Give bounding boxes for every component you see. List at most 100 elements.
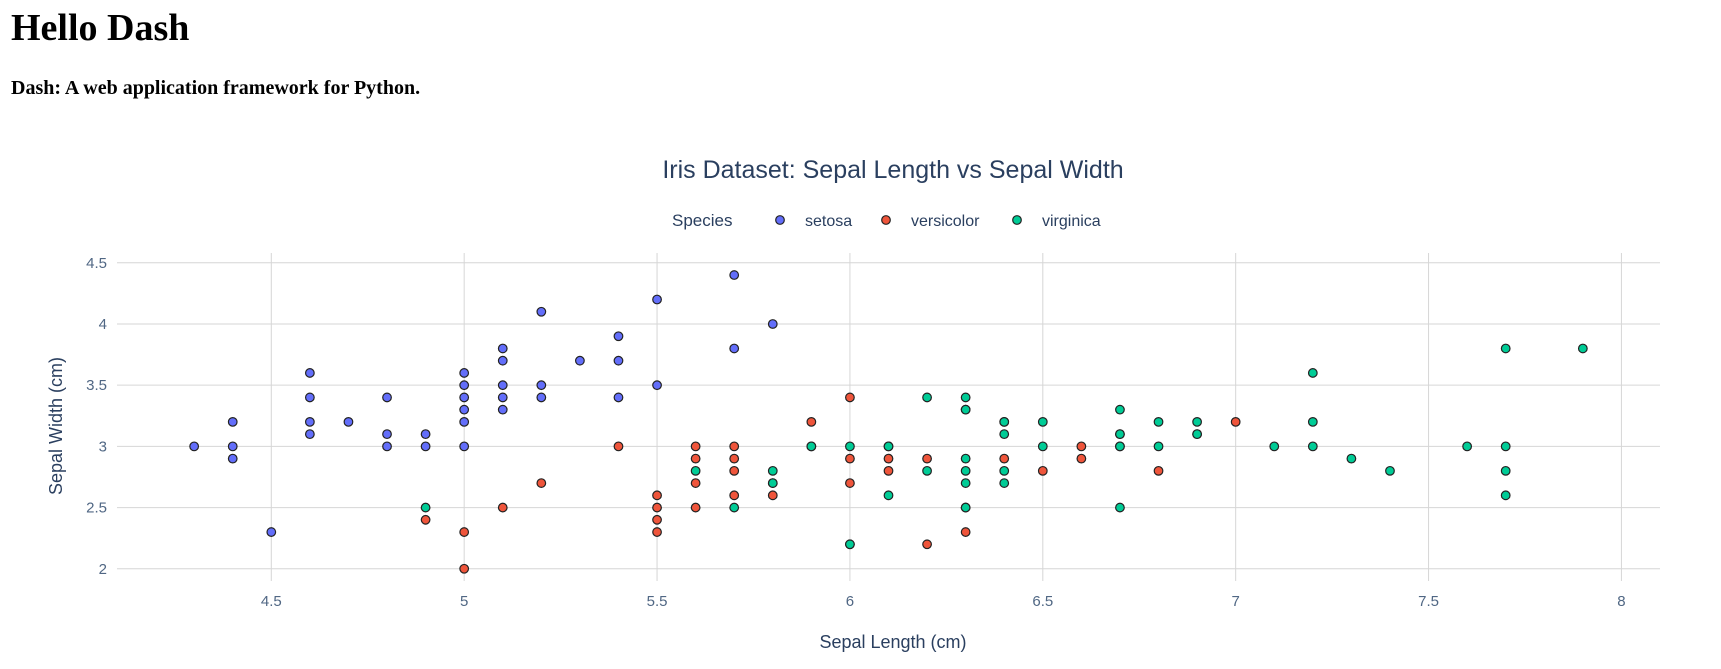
data-point-setosa[interactable] (575, 355, 585, 366)
data-point-virginica[interactable] (1269, 441, 1280, 452)
data-point-versicolor[interactable] (845, 392, 855, 403)
data-point-versicolor[interactable] (1037, 465, 1048, 476)
data-point-virginica[interactable] (1037, 416, 1048, 427)
data-point-setosa[interactable] (497, 404, 508, 415)
data-point-setosa[interactable] (304, 368, 315, 378)
data-point-versicolor[interactable] (1153, 465, 1164, 476)
data-point-setosa[interactable] (420, 429, 431, 440)
data-point-versicolor[interactable] (729, 490, 740, 501)
data-point-setosa[interactable] (304, 429, 315, 440)
data-point-versicolor[interactable] (690, 453, 701, 464)
data-point-virginica[interactable] (1115, 429, 1125, 440)
data-point-setosa[interactable] (729, 343, 740, 354)
data-point-setosa[interactable] (266, 527, 277, 537)
data-point-setosa[interactable] (729, 270, 740, 280)
data-point-versicolor[interactable] (883, 465, 894, 476)
data-point-virginica[interactable] (845, 441, 855, 452)
data-point-versicolor[interactable] (652, 502, 662, 513)
data-point-setosa[interactable] (767, 319, 778, 329)
data-point-versicolor[interactable] (459, 563, 470, 574)
scatter-chart[interactable]: Iris Dataset: Sepal Length vs Sepal Widt… (0, 140, 1721, 664)
data-point-versicolor[interactable] (729, 453, 740, 464)
data-point-setosa[interactable] (459, 380, 470, 391)
data-point-virginica[interactable] (1192, 429, 1202, 440)
data-point-virginica[interactable] (1346, 453, 1357, 464)
data-point-setosa[interactable] (459, 441, 470, 452)
data-point-setosa[interactable] (227, 416, 238, 427)
data-point-virginica[interactable] (960, 404, 971, 415)
data-point-virginica[interactable] (1500, 465, 1511, 476)
legend-item-virginica[interactable]: virginica (1012, 213, 1101, 230)
data-point-setosa[interactable] (227, 453, 238, 464)
data-point-virginica[interactable] (806, 441, 817, 452)
data-point-virginica[interactable] (960, 465, 971, 476)
data-point-virginica[interactable] (690, 465, 701, 476)
data-point-setosa[interactable] (497, 355, 508, 366)
data-point-versicolor[interactable] (1076, 441, 1087, 452)
data-point-versicolor[interactable] (960, 527, 971, 537)
data-point-setosa[interactable] (652, 294, 662, 305)
data-point-virginica[interactable] (1192, 416, 1202, 427)
legend-item-setosa[interactable]: setosa (775, 213, 853, 230)
data-point-virginica[interactable] (1462, 441, 1473, 452)
data-point-setosa[interactable] (459, 368, 470, 378)
data-point-setosa[interactable] (613, 392, 624, 403)
data-point-virginica[interactable] (767, 465, 778, 476)
data-point-virginica[interactable] (960, 392, 971, 403)
data-point-versicolor[interactable] (922, 539, 932, 550)
data-point-versicolor[interactable] (729, 441, 740, 452)
data-point-virginica[interactable] (1115, 502, 1125, 513)
data-point-versicolor[interactable] (613, 441, 624, 452)
data-point-versicolor[interactable] (1230, 416, 1241, 427)
data-point-virginica[interactable] (1307, 368, 1318, 378)
data-point-setosa[interactable] (343, 416, 354, 427)
data-point-versicolor[interactable] (999, 453, 1010, 464)
data-point-virginica[interactable] (845, 539, 855, 550)
data-point-setosa[interactable] (536, 392, 547, 403)
data-point-versicolor[interactable] (845, 453, 855, 464)
data-point-virginica[interactable] (1500, 490, 1511, 501)
data-point-setosa[interactable] (382, 441, 392, 452)
data-point-versicolor[interactable] (729, 465, 740, 476)
data-point-setosa[interactable] (497, 380, 508, 391)
data-point-setosa[interactable] (459, 404, 470, 415)
data-point-versicolor[interactable] (845, 478, 855, 488)
data-point-versicolor[interactable] (883, 453, 894, 464)
scatter-chart-container[interactable]: Iris Dataset: Sepal Length vs Sepal Widt… (0, 140, 1721, 664)
data-point-virginica[interactable] (729, 502, 740, 513)
data-point-virginica[interactable] (1153, 441, 1164, 452)
data-point-virginica[interactable] (1500, 441, 1511, 452)
data-point-versicolor[interactable] (690, 441, 701, 452)
data-point-virginica[interactable] (1115, 404, 1125, 415)
data-point-setosa[interactable] (304, 392, 315, 403)
data-point-virginica[interactable] (999, 478, 1010, 488)
data-point-versicolor[interactable] (652, 514, 662, 525)
data-point-setosa[interactable] (304, 416, 315, 427)
data-point-virginica[interactable] (922, 465, 932, 476)
data-point-virginica[interactable] (960, 453, 971, 464)
data-point-setosa[interactable] (382, 429, 392, 440)
data-point-versicolor[interactable] (767, 490, 778, 501)
data-point-setosa[interactable] (613, 355, 624, 366)
data-point-setosa[interactable] (536, 306, 547, 317)
data-point-virginica[interactable] (420, 502, 431, 513)
data-point-versicolor[interactable] (1076, 453, 1087, 464)
data-point-virginica[interactable] (1153, 416, 1164, 427)
data-point-virginica[interactable] (999, 465, 1010, 476)
data-point-setosa[interactable] (459, 416, 470, 427)
data-point-virginica[interactable] (1307, 441, 1318, 452)
data-point-versicolor[interactable] (690, 502, 701, 513)
data-point-virginica[interactable] (922, 392, 932, 403)
data-point-versicolor[interactable] (922, 453, 932, 464)
data-point-versicolor[interactable] (652, 527, 662, 537)
data-point-setosa[interactable] (497, 343, 508, 354)
data-point-setosa[interactable] (497, 392, 508, 403)
data-point-versicolor[interactable] (652, 490, 662, 501)
data-point-virginica[interactable] (883, 490, 894, 501)
data-point-virginica[interactable] (1115, 441, 1125, 452)
data-point-virginica[interactable] (883, 441, 894, 452)
data-point-virginica[interactable] (1385, 465, 1395, 476)
data-point-virginica[interactable] (1577, 343, 1588, 354)
data-point-virginica[interactable] (767, 478, 778, 488)
data-point-setosa[interactable] (459, 392, 470, 403)
